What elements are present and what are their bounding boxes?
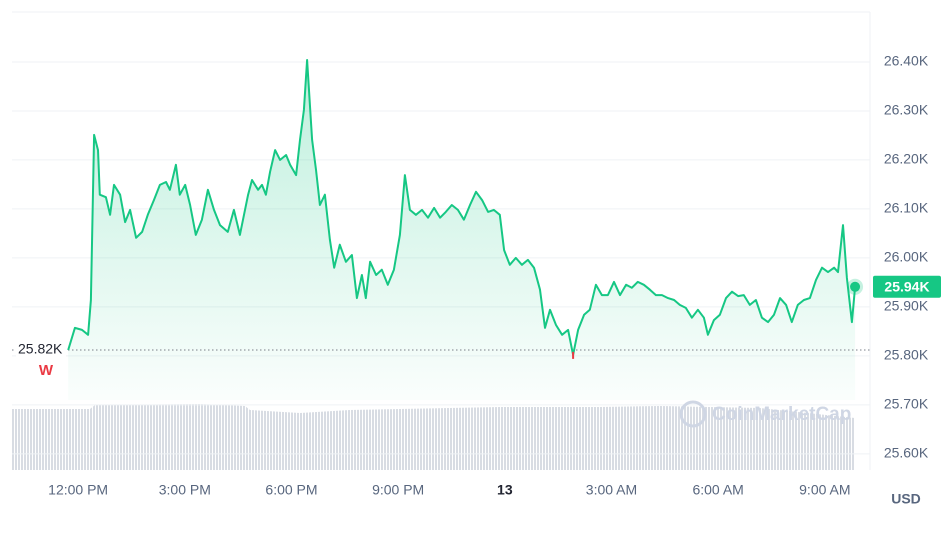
start-label-bg xyxy=(16,339,66,360)
y-tick-label: 25.90K xyxy=(884,298,929,314)
current-dot xyxy=(850,281,861,292)
x-tick-label: 13 xyxy=(497,482,513,498)
x-tick-label: 6:00 PM xyxy=(265,482,317,498)
y-tick-label: 26.00K xyxy=(884,249,929,265)
current-price-label: 25.94K xyxy=(884,279,929,295)
y-tick-label: 25.70K xyxy=(884,396,929,412)
current-price-badge xyxy=(873,275,941,298)
x-tick-label: 3:00 PM xyxy=(159,482,211,498)
x-tick-label: 12:00 PM xyxy=(48,482,108,498)
y-tick-label: 26.20K xyxy=(884,151,929,167)
price-line xyxy=(67,59,857,356)
x-tick-label: 9:00 PM xyxy=(372,482,424,498)
y-tick-label: 26.10K xyxy=(884,200,929,216)
price-area xyxy=(68,60,856,400)
y-tick-label: 26.40K xyxy=(884,53,929,69)
currency: USD xyxy=(891,491,921,507)
y-tick-label: 25.60K xyxy=(884,445,929,461)
start-label: 25.82K xyxy=(18,341,63,357)
start-marker: W xyxy=(39,362,54,379)
x-tick-label: 6:00 AM xyxy=(692,482,743,498)
watermark-logo xyxy=(679,400,707,428)
y-tick-label: 26.30K xyxy=(884,102,929,118)
y-tick-label: 25.80K xyxy=(884,347,929,363)
watermark: CoinMarketCap xyxy=(712,404,851,425)
x-tick-label: 9:00 AM xyxy=(799,482,850,498)
x-tick-label: 3:00 AM xyxy=(586,482,637,498)
